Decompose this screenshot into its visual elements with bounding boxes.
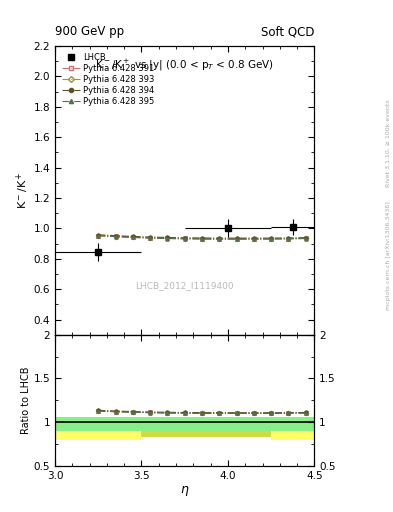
Bar: [141, 416, 271, 437]
Pythia 6.428 391: [148, 234, 152, 241]
Pythia 6.428 393: [113, 233, 118, 240]
Pythia 6.428 394: [269, 235, 274, 241]
Pythia 6.428 395: [217, 236, 222, 242]
Pythia 6.428 394: [148, 234, 152, 240]
Y-axis label: K$^-$/K$^+$: K$^-$/K$^+$: [15, 172, 31, 209]
Pythia 6.428 391: [269, 236, 274, 242]
Pythia 6.428 394: [234, 235, 239, 241]
Pythia 6.428 393: [200, 236, 204, 242]
Pythia 6.428 395: [148, 235, 152, 241]
Pythia 6.428 394: [252, 235, 256, 241]
Pythia 6.428 395: [130, 234, 135, 241]
Pythia 6.428 391: [113, 233, 118, 239]
Pythia 6.428 394: [286, 235, 291, 241]
Pythia 6.428 395: [113, 233, 118, 240]
Text: Soft QCD: Soft QCD: [261, 26, 314, 38]
Pythia 6.428 393: [148, 235, 152, 241]
Pythia 6.428 394: [113, 232, 118, 239]
Pythia 6.428 394: [165, 234, 170, 241]
Pythia 6.428 394: [217, 235, 222, 241]
Pythia 6.428 394: [130, 233, 135, 240]
Text: Rivet 3.1.10, ≥ 100k events: Rivet 3.1.10, ≥ 100k events: [386, 99, 391, 187]
Bar: [55, 416, 141, 440]
Pythia 6.428 395: [252, 236, 256, 242]
Pythia 6.428 395: [96, 232, 101, 239]
Pythia 6.428 393: [252, 236, 256, 242]
Pythia 6.428 393: [165, 236, 170, 242]
Line: Pythia 6.428 394: Pythia 6.428 394: [97, 233, 307, 240]
Bar: [271, 416, 314, 440]
Pythia 6.428 391: [252, 236, 256, 242]
Line: Pythia 6.428 393: Pythia 6.428 393: [97, 234, 307, 241]
Pythia 6.428 391: [96, 232, 101, 239]
Pythia 6.428 393: [234, 236, 239, 242]
Pythia 6.428 395: [286, 236, 291, 242]
Pythia 6.428 393: [269, 236, 274, 242]
Text: 900 GeV pp: 900 GeV pp: [55, 26, 124, 38]
Pythia 6.428 393: [217, 236, 222, 242]
Pythia 6.428 394: [96, 232, 101, 238]
Pythia 6.428 394: [200, 235, 204, 241]
Legend: LHCB, Pythia 6.428 391, Pythia 6.428 393, Pythia 6.428 394, Pythia 6.428 395: LHCB, Pythia 6.428 391, Pythia 6.428 393…: [59, 50, 157, 109]
Pythia 6.428 393: [303, 236, 308, 242]
X-axis label: $\eta$: $\eta$: [180, 483, 189, 498]
Pythia 6.428 395: [234, 236, 239, 242]
Pythia 6.428 393: [130, 234, 135, 241]
Pythia 6.428 395: [182, 236, 187, 242]
Pythia 6.428 393: [182, 236, 187, 242]
Pythia 6.428 394: [303, 234, 308, 241]
Text: K$^-$/K$^+$ vs |y| (0.0 < p$_T$ < 0.8 GeV): K$^-$/K$^+$ vs |y| (0.0 < p$_T$ < 0.8 Ge…: [95, 58, 274, 73]
Line: Pythia 6.428 395: Pythia 6.428 395: [97, 234, 307, 241]
Pythia 6.428 395: [200, 236, 204, 242]
Pythia 6.428 393: [96, 232, 101, 239]
Pythia 6.428 395: [165, 236, 170, 242]
Pythia 6.428 391: [182, 236, 187, 242]
Pythia 6.428 393: [286, 236, 291, 242]
Pythia 6.428 391: [286, 236, 291, 242]
Y-axis label: Ratio to LHCB: Ratio to LHCB: [21, 367, 31, 434]
Pythia 6.428 391: [303, 235, 308, 241]
Bar: [55, 416, 314, 432]
Pythia 6.428 391: [200, 236, 204, 242]
Pythia 6.428 391: [217, 236, 222, 242]
Pythia 6.428 391: [234, 236, 239, 242]
Pythia 6.428 391: [165, 235, 170, 241]
Pythia 6.428 395: [303, 236, 308, 242]
Pythia 6.428 395: [269, 236, 274, 242]
Text: LHCB_2012_I1119400: LHCB_2012_I1119400: [136, 281, 234, 290]
Pythia 6.428 391: [130, 234, 135, 240]
Text: mcplots.cern.ch [arXiv:1306.3436]: mcplots.cern.ch [arXiv:1306.3436]: [386, 202, 391, 310]
Pythia 6.428 394: [182, 234, 187, 241]
Line: Pythia 6.428 391: Pythia 6.428 391: [97, 234, 307, 241]
